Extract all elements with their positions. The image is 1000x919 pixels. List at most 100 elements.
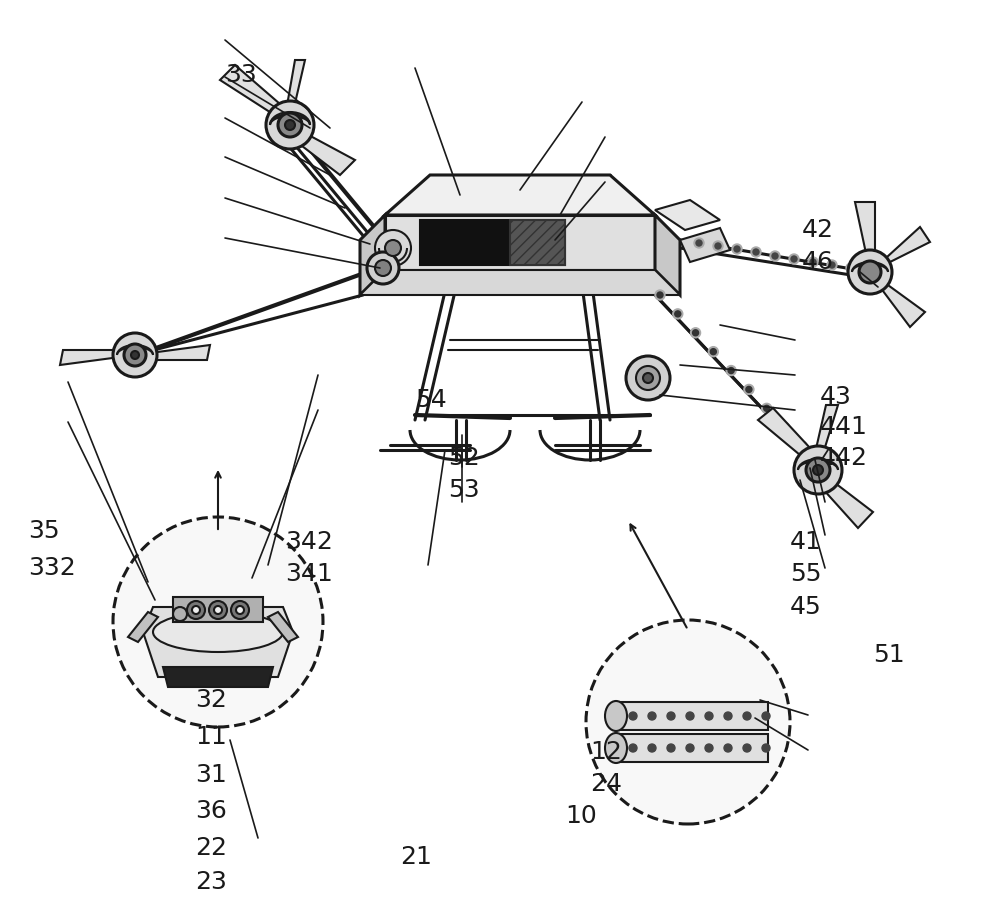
Text: 53: 53 [448, 478, 480, 502]
Ellipse shape [153, 612, 283, 652]
Circle shape [770, 251, 780, 261]
Text: 21: 21 [400, 845, 432, 869]
Circle shape [694, 238, 704, 248]
Circle shape [744, 384, 754, 394]
Circle shape [764, 405, 770, 412]
Circle shape [209, 601, 227, 619]
Circle shape [724, 744, 732, 752]
Polygon shape [758, 408, 823, 470]
Circle shape [713, 241, 723, 251]
Circle shape [696, 240, 702, 246]
Text: 51: 51 [873, 643, 905, 667]
Circle shape [799, 443, 805, 449]
Text: 32: 32 [195, 688, 227, 712]
Circle shape [743, 712, 751, 720]
Circle shape [781, 425, 787, 430]
Circle shape [829, 262, 835, 268]
Circle shape [643, 373, 653, 383]
Circle shape [815, 460, 825, 470]
Circle shape [113, 333, 157, 377]
Text: 31: 31 [195, 763, 227, 787]
Polygon shape [385, 175, 655, 215]
Text: 55: 55 [790, 562, 822, 586]
Polygon shape [865, 267, 925, 327]
Text: 54: 54 [415, 388, 447, 412]
Circle shape [762, 744, 770, 752]
Circle shape [789, 254, 799, 264]
Circle shape [686, 744, 694, 752]
Circle shape [385, 240, 401, 256]
Circle shape [231, 601, 249, 619]
Circle shape [187, 601, 205, 619]
Circle shape [124, 344, 146, 366]
Circle shape [746, 387, 752, 392]
Text: 11: 11 [195, 725, 227, 749]
Text: 46: 46 [802, 250, 834, 274]
Polygon shape [813, 470, 873, 528]
Text: 43: 43 [820, 385, 852, 409]
Polygon shape [655, 200, 720, 230]
Circle shape [375, 230, 411, 266]
Circle shape [705, 712, 713, 720]
Circle shape [192, 606, 200, 614]
Circle shape [808, 257, 818, 267]
Circle shape [734, 246, 740, 252]
Circle shape [779, 422, 789, 432]
Circle shape [586, 620, 790, 824]
Polygon shape [865, 227, 930, 277]
Circle shape [657, 292, 663, 298]
Circle shape [629, 744, 637, 752]
Circle shape [806, 458, 830, 482]
Circle shape [728, 368, 734, 373]
Text: 341: 341 [285, 562, 333, 586]
Circle shape [848, 265, 854, 271]
Polygon shape [813, 405, 838, 470]
Circle shape [636, 366, 660, 390]
Polygon shape [855, 202, 875, 277]
Circle shape [708, 346, 718, 357]
Circle shape [667, 744, 675, 752]
Polygon shape [163, 667, 273, 687]
Text: 12: 12 [590, 740, 622, 764]
Circle shape [705, 744, 713, 752]
Circle shape [278, 113, 302, 137]
Circle shape [726, 366, 736, 376]
Circle shape [655, 290, 665, 300]
Text: 23: 23 [195, 870, 227, 894]
Circle shape [810, 259, 816, 265]
Circle shape [743, 744, 751, 752]
Circle shape [691, 328, 701, 338]
Circle shape [715, 243, 721, 249]
Text: 45: 45 [790, 595, 822, 618]
Text: 441: 441 [820, 415, 868, 439]
Polygon shape [60, 350, 140, 365]
Polygon shape [285, 125, 355, 175]
Circle shape [710, 348, 716, 355]
Circle shape [797, 441, 807, 451]
Text: 42: 42 [802, 218, 834, 242]
Text: 33: 33 [225, 63, 257, 87]
Polygon shape [510, 220, 565, 265]
Polygon shape [285, 60, 305, 125]
Circle shape [648, 744, 656, 752]
Polygon shape [618, 734, 768, 762]
Ellipse shape [605, 733, 627, 763]
Polygon shape [268, 612, 298, 642]
Text: 24: 24 [590, 772, 622, 796]
Circle shape [236, 606, 244, 614]
Circle shape [693, 330, 699, 335]
Circle shape [724, 712, 732, 720]
Text: 36: 36 [195, 799, 227, 823]
Circle shape [813, 465, 823, 475]
Text: 22: 22 [195, 836, 227, 860]
Circle shape [626, 356, 670, 400]
Circle shape [285, 120, 295, 130]
Circle shape [791, 256, 797, 262]
Polygon shape [680, 228, 730, 262]
Polygon shape [655, 215, 680, 295]
Circle shape [113, 517, 323, 727]
Circle shape [817, 462, 823, 468]
Polygon shape [360, 215, 385, 295]
Text: 332: 332 [28, 556, 76, 580]
Polygon shape [220, 65, 295, 125]
